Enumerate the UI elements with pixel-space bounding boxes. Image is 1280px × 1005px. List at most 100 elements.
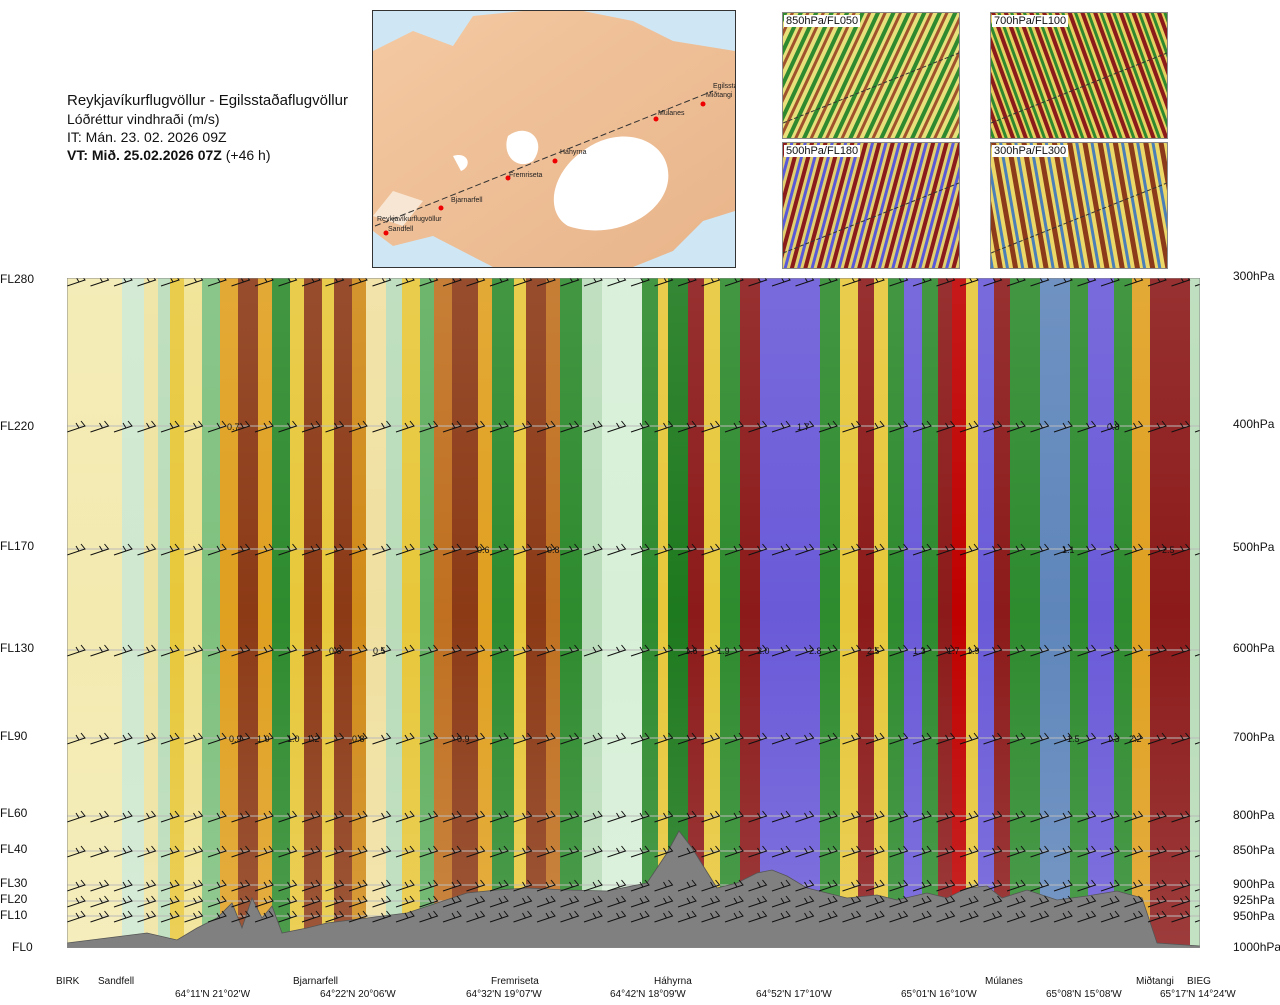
hpa-label-1000: 1000hPa <box>1233 940 1280 954</box>
wind-barb <box>1100 543 1120 556</box>
wind-barb <box>137 732 157 745</box>
wind-barb <box>842 879 862 892</box>
wind-barb <box>442 910 462 923</box>
wind-barb <box>701 910 721 923</box>
wind-barb <box>701 420 721 433</box>
wind-barb <box>301 810 321 823</box>
coord-2: 64°22'N 20°06'W <box>320 989 396 1000</box>
wind-barb <box>184 420 204 433</box>
wind-barb <box>160 543 180 556</box>
wind-barb <box>536 420 556 433</box>
wind-barb <box>113 732 133 745</box>
wind-barb <box>842 732 862 745</box>
wind-barb <box>654 543 674 556</box>
wind-barb <box>959 420 979 433</box>
wind-barb <box>160 644 180 657</box>
wind-barb <box>67 810 86 823</box>
wind-barb <box>137 845 157 858</box>
wind-barb <box>583 420 603 433</box>
wind-barb <box>90 420 110 433</box>
wind-barb <box>348 420 368 433</box>
wind-barb <box>865 732 885 745</box>
wind-barb <box>889 420 909 433</box>
hpa-label-500: 500hPa <box>1233 540 1275 554</box>
thumbnail-500hpa[interactable]: 500hPa/FL180 <box>782 142 960 269</box>
wind-barb <box>1124 879 1144 892</box>
thumbnail-300hpa[interactable]: 300hPa/FL300 <box>990 142 1168 269</box>
wind-barb <box>113 879 133 892</box>
wind-barb <box>701 810 721 823</box>
wind-barb <box>301 895 321 908</box>
thumbnail-label: 700hPa/FL100 <box>992 15 1069 27</box>
wind-barb <box>1147 278 1167 287</box>
wind-barb <box>818 845 838 858</box>
fl-label-220: FL220 <box>0 419 35 433</box>
wind-barb <box>113 543 133 556</box>
wind-barb <box>1006 810 1026 823</box>
wind-barb <box>419 895 439 908</box>
wind-barb <box>889 895 909 908</box>
value-annotation: 0.5 <box>373 646 386 656</box>
coord-7: 65°08'N 15°08'W <box>1046 989 1122 1000</box>
wind-barb <box>865 644 885 657</box>
thumbnail-850hpa[interactable]: 850hPa/FL050 <box>782 12 960 139</box>
wind-barb <box>207 420 227 433</box>
wind-barb <box>137 895 157 908</box>
wind-barb <box>959 845 979 858</box>
wind-barb <box>536 543 556 556</box>
wind-barb <box>1006 879 1026 892</box>
wind-barb <box>795 278 815 287</box>
wind-barb <box>630 732 650 745</box>
wind-barb <box>325 543 345 556</box>
wind-barb <box>395 879 415 892</box>
wind-barb <box>842 910 862 923</box>
wind-barb <box>1077 644 1097 657</box>
wind-barb <box>701 845 721 858</box>
wind-barb <box>67 845 86 858</box>
wind-barb <box>748 879 768 892</box>
wind-barb <box>278 810 298 823</box>
wind-barb <box>489 895 509 908</box>
value-annotation: 1.6 <box>685 646 698 656</box>
wind-barb <box>113 278 133 287</box>
wind-barb <box>983 879 1003 892</box>
wind-barb <box>207 644 227 657</box>
wind-barb <box>1100 644 1120 657</box>
wind-barb <box>983 732 1003 745</box>
wind-barb <box>1030 845 1050 858</box>
fl-label-60: FL60 <box>0 806 28 820</box>
wind-barb <box>395 644 415 657</box>
value-annotation: 0.7 <box>227 422 240 432</box>
wind-barb <box>301 879 321 892</box>
wind-barb <box>442 845 462 858</box>
wind-barb <box>536 879 556 892</box>
wind-barb <box>560 879 580 892</box>
wind-barb <box>442 278 462 287</box>
wind-barb <box>301 732 321 745</box>
wind-barb <box>936 732 956 745</box>
wind-barb <box>489 644 509 657</box>
wind-barb <box>513 543 533 556</box>
wind-barb <box>1006 278 1026 287</box>
location-sandfell: Sandfell <box>98 976 135 987</box>
value-annotation: 1.2 <box>307 734 320 744</box>
wind-barb <box>1147 644 1167 657</box>
wind-barb <box>912 543 932 556</box>
wind-barb <box>160 420 180 433</box>
wind-barb <box>889 879 909 892</box>
wind-barb <box>1077 420 1097 433</box>
wind-barb <box>842 644 862 657</box>
wind-barb <box>795 879 815 892</box>
wind-barb <box>724 644 744 657</box>
wind-barb <box>583 732 603 745</box>
wind-barb <box>325 910 345 923</box>
thumbnail-700hpa[interactable]: 700hPa/FL100 <box>990 12 1168 139</box>
wind-barb <box>395 845 415 858</box>
wind-barb <box>301 278 321 287</box>
wind-barb <box>630 845 650 858</box>
wind-barb <box>325 420 345 433</box>
map-station-markers <box>383 101 706 236</box>
wind-barb <box>231 278 251 287</box>
wind-barb <box>442 420 462 433</box>
wind-barb <box>278 845 298 858</box>
